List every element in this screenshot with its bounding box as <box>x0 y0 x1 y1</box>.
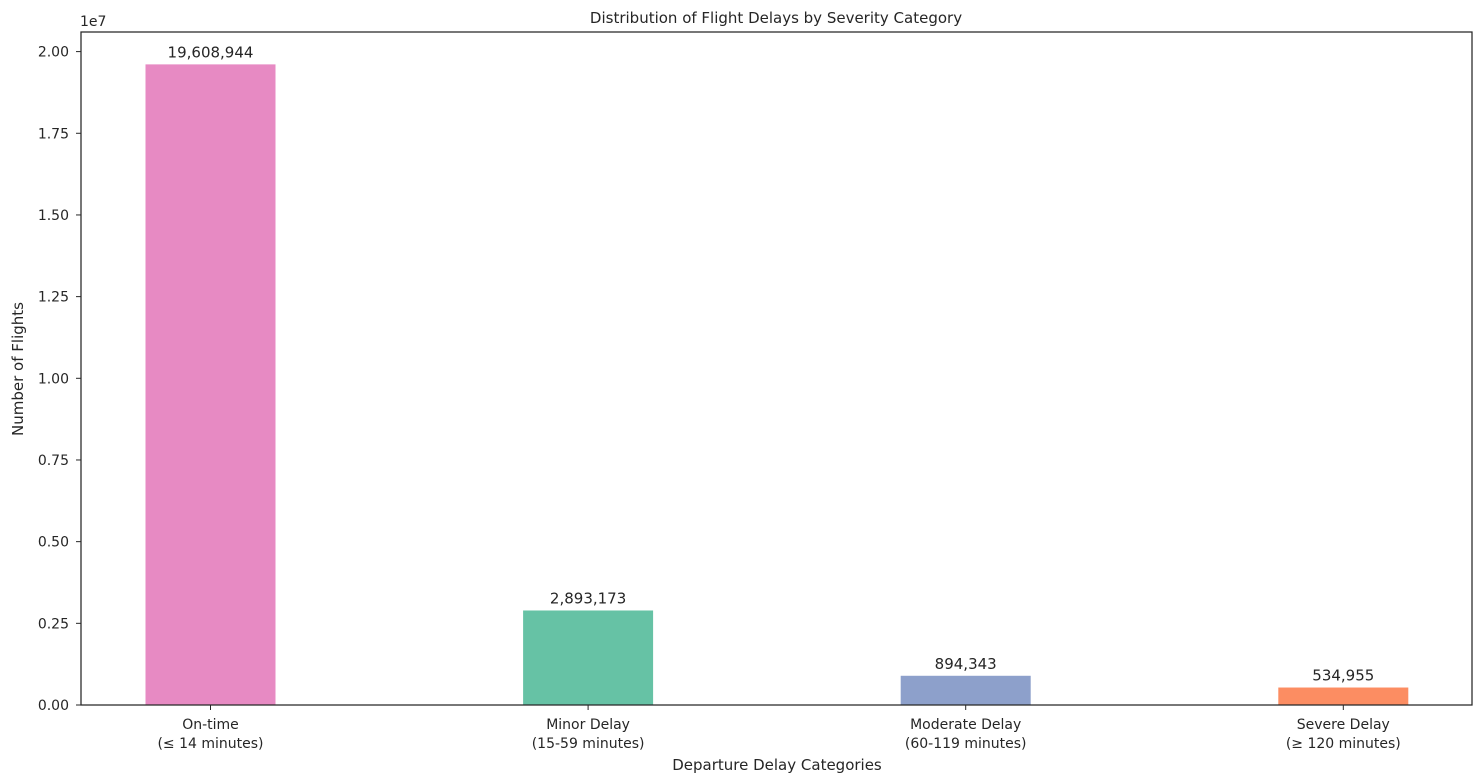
y-axis-label: Number of Flights <box>9 302 27 436</box>
chart-title: Distribution of Flight Delays by Severit… <box>590 9 962 27</box>
y-tick-label: 0.00 <box>38 698 69 714</box>
x-tick-label: Minor Delay <box>546 717 630 733</box>
x-tick-label-detail: (60-119 minutes) <box>905 736 1027 752</box>
x-axis-label: Departure Delay Categories <box>672 756 882 774</box>
bar-value-label: 534,955 <box>1312 667 1374 685</box>
x-tick-label-detail: (≥ 120 minutes) <box>1286 736 1401 752</box>
x-tick-label: Moderate Delay <box>910 717 1021 733</box>
plot-area: 0.00 0.25 0.50 0.75 1.00 1.25 1.50 1.75 2.00 19,6… <box>38 43 1409 752</box>
y-tick-label: 0.50 <box>38 535 69 551</box>
y-tick-label: 0.25 <box>38 616 69 632</box>
x-tick-label: On-time <box>182 717 239 733</box>
bar-value-label: 2,893,173 <box>550 589 626 607</box>
bar <box>1278 687 1409 705</box>
y-tick-label: 1.00 <box>38 371 69 387</box>
bar <box>900 675 1031 705</box>
y-tick-label: 2.00 <box>38 45 69 61</box>
bar-value-label: 19,608,944 <box>168 43 254 61</box>
y-tick-label: 0.75 <box>38 453 69 469</box>
bar <box>145 64 276 706</box>
y-tick-label: 1.50 <box>38 208 69 224</box>
y-tick-label: 1.75 <box>38 126 69 142</box>
y-offset-label: 1e7 <box>80 14 106 30</box>
x-tick-label: Severe Delay <box>1297 717 1390 733</box>
bar-value-label: 894,343 <box>935 655 997 673</box>
x-tick-label-detail: (≤ 14 minutes) <box>157 736 263 752</box>
x-tick-label-detail: (15-59 minutes) <box>532 736 645 752</box>
bar <box>523 610 654 705</box>
y-tick-label: 1.25 <box>38 290 69 306</box>
plot-frame <box>80 31 1473 706</box>
